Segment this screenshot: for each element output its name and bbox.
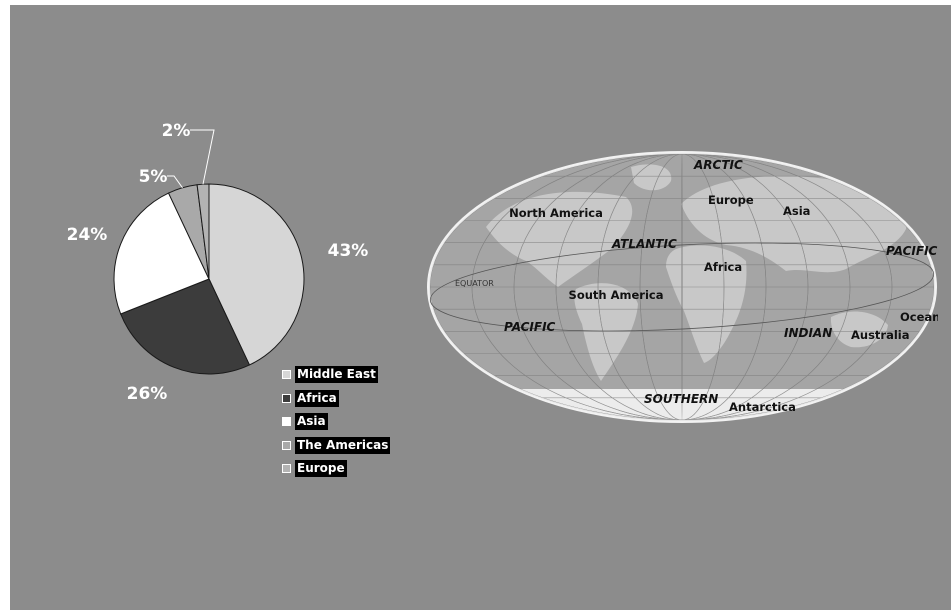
legend-item-asia: Asia bbox=[282, 410, 390, 434]
continent-label-antarctica: Antarctica bbox=[729, 400, 796, 414]
continent-label-south-america: South America bbox=[569, 288, 664, 302]
pie-label-the-americas: 5% bbox=[139, 167, 168, 187]
world-map: ARCTIC ATLANTIC PACIFIC PACIFIC INDIAN S… bbox=[427, 151, 938, 423]
pie-label-asia: 24% bbox=[67, 225, 108, 245]
legend-label: Europe bbox=[295, 460, 347, 478]
continent-label-australia: Australia bbox=[851, 328, 910, 342]
legend-swatch bbox=[282, 417, 291, 427]
ocean-label-pacific-west: PACIFIC bbox=[504, 320, 556, 334]
ocean-label-indian: INDIAN bbox=[784, 326, 832, 340]
legend: Middle East Africa Asia The Americas Eur… bbox=[282, 363, 391, 481]
legend-label: The Americas bbox=[295, 436, 391, 454]
pie-chart: 43% 26% 24% 5% 2% bbox=[67, 121, 369, 404]
leader-line bbox=[190, 129, 215, 185]
legend-swatch bbox=[282, 440, 291, 450]
legend-label: Africa bbox=[295, 389, 339, 407]
equator-label: EQUATOR bbox=[455, 279, 494, 288]
map-land-south-america bbox=[574, 283, 638, 381]
pie-label-africa: 26% bbox=[127, 384, 168, 404]
pie-slice-middle-east bbox=[208, 183, 305, 366]
continent-label-north-america: North America bbox=[509, 206, 603, 220]
ocean-label-southern: SOUTHERN bbox=[644, 392, 718, 406]
continent-label-africa: Africa bbox=[704, 260, 742, 274]
slide: 43% 26% 24% 5% 2% Middle East Africa Asia Th… bbox=[10, 5, 951, 610]
map-graticule bbox=[430, 154, 934, 420]
map-land-europe-asia bbox=[681, 176, 907, 273]
continent-label-europe: Europe bbox=[708, 193, 754, 207]
equator-band bbox=[429, 242, 935, 332]
legend-swatch bbox=[282, 370, 291, 380]
legend-item-europe: Europe bbox=[282, 457, 390, 481]
pie-slice-africa bbox=[120, 278, 251, 375]
ocean-label-arctic: ARCTIC bbox=[693, 158, 743, 172]
map-land-australia bbox=[830, 311, 888, 348]
ocean-label-atlantic: ATLANTIC bbox=[611, 237, 677, 251]
map-land-north-america bbox=[486, 191, 633, 287]
legend-label: Middle East bbox=[295, 366, 378, 384]
legend-swatch bbox=[282, 393, 291, 403]
pie-slice-asia bbox=[113, 192, 210, 315]
continent-label-asia: Asia bbox=[783, 204, 810, 218]
continent-label-oceania: Oceania bbox=[900, 310, 938, 324]
legend-item-middle-east: Middle East bbox=[282, 363, 390, 387]
legend-swatch bbox=[282, 464, 291, 474]
legend-item-africa: Africa bbox=[282, 387, 390, 411]
legend-item-the-americas: The Americas bbox=[282, 434, 391, 458]
legend-label: Asia bbox=[295, 413, 328, 431]
pie-label-europe: 2% bbox=[162, 121, 191, 141]
pie-label-middle-east: 43% bbox=[328, 241, 369, 261]
ocean-label-pacific-east: PACIFIC bbox=[886, 244, 938, 258]
map-land-africa bbox=[666, 245, 747, 363]
leader-line bbox=[167, 175, 183, 189]
